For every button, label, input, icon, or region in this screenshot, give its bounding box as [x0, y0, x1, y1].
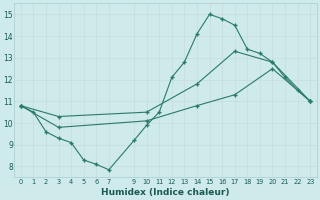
X-axis label: Humidex (Indice chaleur): Humidex (Indice chaleur)	[101, 188, 230, 197]
